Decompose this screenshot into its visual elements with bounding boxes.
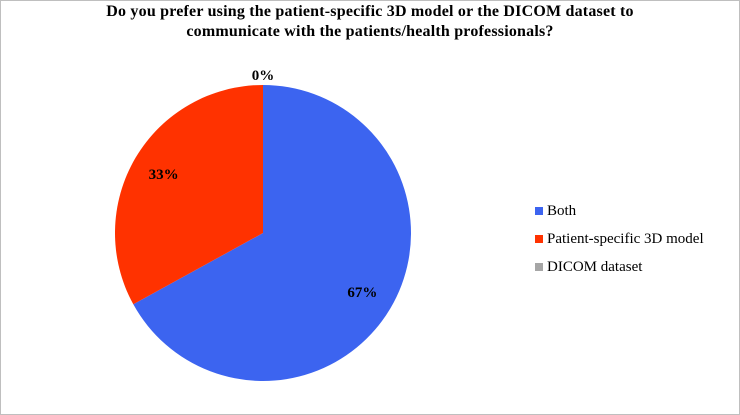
data-label-both: 67%	[347, 285, 377, 301]
legend-item-both: Both	[535, 197, 704, 225]
legend-label-dicom-dataset: DICOM dataset	[547, 258, 643, 275]
legend-label-both: Both	[547, 202, 577, 219]
legend-swatch-both	[535, 207, 543, 215]
legend: Both Patient-specific 3D model DICOM dat…	[535, 197, 704, 281]
legend-item-patient-specific-3d-model: Patient-specific 3D model	[535, 225, 704, 253]
legend-label-patient-specific-3d-model: Patient-specific 3D model	[547, 230, 704, 247]
legend-swatch-patient-specific-3d-model	[535, 235, 543, 243]
data-label-dicom-dataset: 0%	[252, 68, 275, 84]
legend-swatch-dicom-dataset	[535, 263, 543, 271]
legend-item-dicom-dataset: DICOM dataset	[535, 253, 704, 281]
chart-title: Do you prefer using the patient-specific…	[106, 3, 634, 40]
pie-slice-both	[133, 85, 411, 382]
pie-slice-patient-specific-3d-model	[115, 85, 263, 305]
data-label-patient-specific-3d-model: 33%	[149, 167, 179, 183]
